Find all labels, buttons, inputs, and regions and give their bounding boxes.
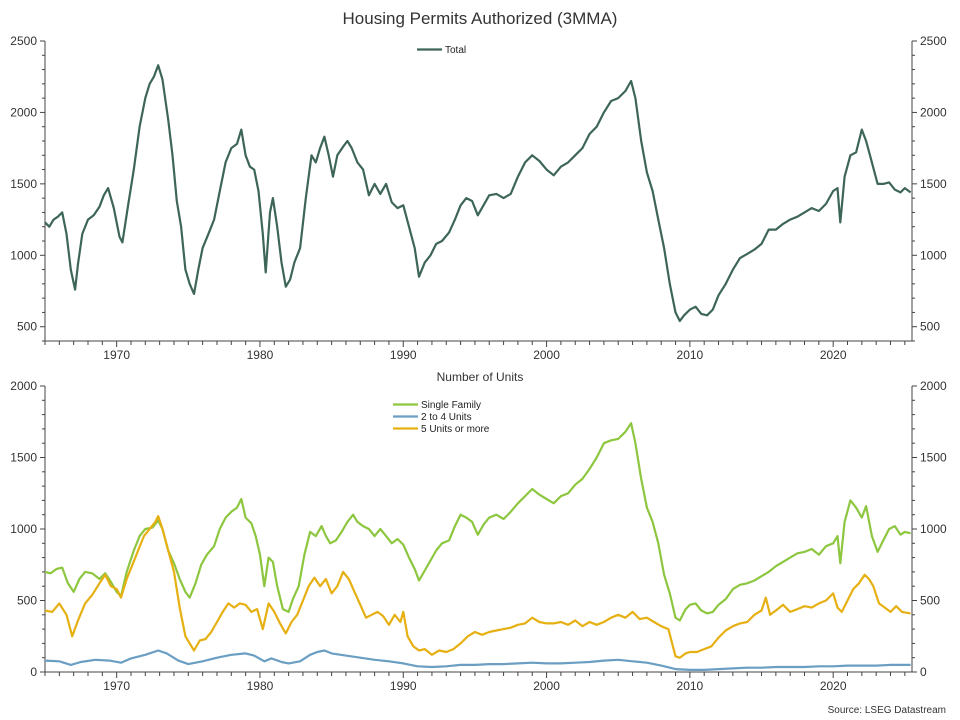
y-tick-label-right: 2500 <box>920 34 947 48</box>
series-line-total <box>44 64 912 323</box>
legend-label: 2 to 4 Units <box>421 412 472 423</box>
x-tick-label: 1980 <box>247 348 274 362</box>
panel-total: 500 500 1000 1000 1500 1500 2000 2000 2500 2500 19… <box>10 34 947 362</box>
panel-units: 0 0 500 500 1000 1000 1500 1500 2000 2000 1970 1980… <box>10 370 947 693</box>
legend-label: Total <box>445 45 466 56</box>
y-tick-label-left: 2500 <box>10 34 37 48</box>
y-tick-label-right: 1000 <box>920 248 947 262</box>
legend-label: 5 Units or more <box>421 424 490 435</box>
x-tick-label: 2010 <box>677 679 704 693</box>
x-tick-label: 1970 <box>103 348 130 362</box>
y-tick-label-left: 1500 <box>10 177 37 191</box>
y-tick-label-left: 0 <box>30 665 37 679</box>
x-tick-label: 2020 <box>820 679 847 693</box>
legend-label: Single Family <box>421 400 481 411</box>
series-line-5-units-or-more <box>44 515 911 659</box>
source-note: Source: LSEG Datastream <box>828 705 946 716</box>
y-tick-label-right: 1500 <box>920 177 947 191</box>
y-tick-label-right: 1000 <box>920 522 947 536</box>
x-tick-label: 2020 <box>820 348 847 362</box>
y-tick-label-right: 500 <box>920 320 940 334</box>
series-line-2-to-4-units <box>44 649 911 671</box>
x-tick-label: 2010 <box>677 348 704 362</box>
x-tick-label: 1970 <box>103 679 130 693</box>
y-tick-label-left: 500 <box>17 320 37 334</box>
x-tick-label: 1980 <box>247 679 274 693</box>
x-tick-label: 1990 <box>390 348 417 362</box>
y-tick-label-left: 1000 <box>10 522 37 536</box>
y-tick-label-left: 500 <box>17 594 37 608</box>
y-tick-label-right: 1500 <box>920 451 947 465</box>
y-tick-label-right: 2000 <box>920 105 947 119</box>
y-tick-label-left: 2000 <box>10 105 37 119</box>
chart-title: Housing Permits Authorized (3MMA) <box>343 9 618 28</box>
y-tick-label-right: 2000 <box>920 379 947 393</box>
y-tick-label-right: 500 <box>920 594 940 608</box>
x-tick-label: 2000 <box>533 348 560 362</box>
x-tick-label: 2000 <box>533 679 560 693</box>
y-tick-label-left: 1500 <box>10 451 37 465</box>
y-tick-label-right: 0 <box>920 665 927 679</box>
x-tick-label: 1990 <box>390 679 417 693</box>
y-tick-label-left: 1000 <box>10 248 37 262</box>
y-tick-label-left: 2000 <box>10 379 37 393</box>
series-line-single-family <box>44 422 911 622</box>
panel-subtitle: Number of Units <box>437 370 524 384</box>
